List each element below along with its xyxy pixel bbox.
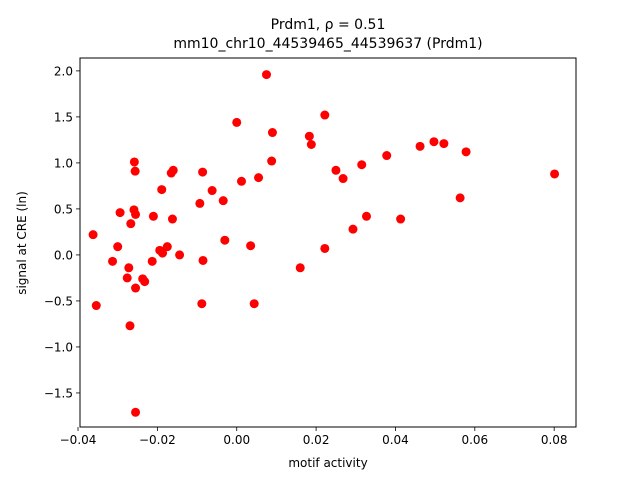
y-tick-label: 0.0 xyxy=(54,248,73,262)
data-point xyxy=(306,139,316,149)
data-point xyxy=(218,196,228,206)
plot-frame xyxy=(79,57,577,428)
y-tick-label: −0.5 xyxy=(44,294,73,308)
data-point xyxy=(246,241,256,251)
data-point xyxy=(113,242,123,252)
data-point xyxy=(348,224,358,234)
y-tick-label: 1.0 xyxy=(54,156,73,170)
data-point xyxy=(254,173,264,183)
x-tick-label: 0.02 xyxy=(303,433,330,447)
data-point xyxy=(357,160,367,170)
data-point xyxy=(207,186,217,196)
data-point xyxy=(220,235,230,245)
data-point xyxy=(267,128,277,138)
data-point xyxy=(122,273,132,283)
data-point xyxy=(124,263,134,273)
data-point xyxy=(125,321,135,331)
data-point xyxy=(455,193,465,203)
data-point xyxy=(147,256,157,266)
data-point xyxy=(140,277,150,287)
data-point xyxy=(396,214,406,224)
data-point xyxy=(236,176,246,186)
data-point xyxy=(267,156,277,166)
x-tick-label: 0.04 xyxy=(382,433,409,447)
y-tick-label: 2.0 xyxy=(54,64,73,78)
y-axis-label: signal at CRE (ln) xyxy=(15,191,29,295)
data-point xyxy=(439,139,449,149)
y-tick-label: 0.5 xyxy=(54,202,73,216)
data-point xyxy=(131,407,141,417)
data-point xyxy=(167,214,177,224)
data-point xyxy=(461,147,471,157)
data-point xyxy=(320,110,330,120)
data-point xyxy=(232,117,242,127)
data-point xyxy=(195,198,205,208)
data-point xyxy=(148,211,158,221)
data-point xyxy=(130,166,140,176)
y-tick-label: −1.0 xyxy=(44,340,73,354)
data-point xyxy=(197,299,207,309)
chart-title-line2: mm10_chr10_44539465_44539637 (Prdm1) xyxy=(173,36,482,52)
data-points xyxy=(88,70,560,417)
data-point xyxy=(331,165,341,175)
data-point xyxy=(162,242,172,252)
x-axis-label: motif activity xyxy=(288,456,367,470)
data-point xyxy=(382,151,392,161)
data-point xyxy=(115,208,125,218)
data-point xyxy=(157,185,167,195)
data-point xyxy=(175,250,185,260)
data-point xyxy=(108,256,118,266)
data-point xyxy=(415,141,425,151)
data-point xyxy=(129,157,139,167)
data-point xyxy=(249,299,259,309)
x-tick-label: −0.02 xyxy=(139,433,176,447)
x-tick-label: 0.06 xyxy=(461,433,488,447)
data-point xyxy=(131,209,141,219)
data-point xyxy=(198,255,208,265)
data-point xyxy=(338,174,348,184)
y-tick-label: −1.5 xyxy=(44,386,73,400)
x-tick-label: 0.00 xyxy=(223,433,250,447)
y-tick-label: 1.5 xyxy=(54,110,73,124)
data-point xyxy=(361,211,371,221)
data-point xyxy=(320,243,330,253)
data-point xyxy=(304,131,314,141)
data-point xyxy=(126,219,136,229)
data-point xyxy=(295,263,305,273)
data-point xyxy=(168,165,178,175)
axis-ticks: −0.04 −0.02 0.00 0.02 0.04 0.06 0.08 −1.5 −1.0 −0… xyxy=(44,64,568,447)
data-point xyxy=(261,70,271,80)
x-tick-label: 0.08 xyxy=(541,433,568,447)
data-point xyxy=(158,248,168,258)
chart-title-line1: Prdm1, ρ = 0.51 xyxy=(271,17,386,33)
data-point xyxy=(550,169,560,179)
data-point xyxy=(91,301,101,311)
data-point xyxy=(88,230,98,240)
x-tick-label: −0.04 xyxy=(60,433,97,447)
data-point xyxy=(131,283,141,293)
data-point xyxy=(198,167,208,177)
data-point xyxy=(429,137,439,147)
